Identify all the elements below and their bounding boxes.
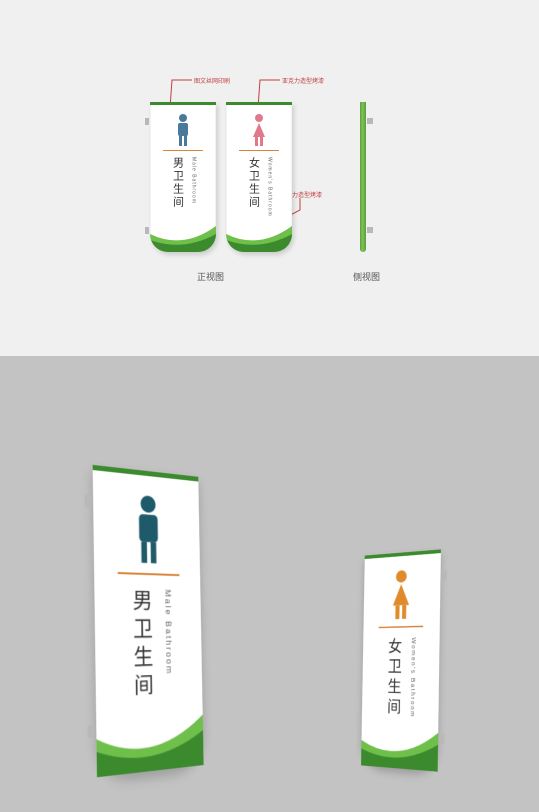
male-text-row: 男卫生间 Male Bathroom [150,157,216,209]
bracket [145,227,149,234]
sign-male-front: 男卫生间 Male Bathroom [150,102,216,252]
green-top-edge [365,549,441,559]
green-top-edge [93,465,199,482]
persp-male-wrap: 男卫生间 Male Bathroom [90,470,210,770]
leaf-arc [96,705,204,777]
green-top-edge [226,102,292,105]
persp-female-wrap: 女卫生间 Women's Bathroom [340,510,460,810]
female-icon [248,113,270,147]
divider [239,150,279,151]
bracket [367,118,373,124]
male-en: Male Bathroom [191,157,197,209]
female-text-row: 女卫生间 Women's Bathroom [362,637,440,720]
male-icon [173,113,193,147]
sign-female-front: 女卫生间 Women's Bathroom [226,102,292,252]
caption-side: 侧视图 [353,270,380,283]
male-text-row: 男卫生间 Male Bathroom [94,588,202,705]
divider [379,626,423,629]
bracket [145,118,149,125]
callout-1: 图文丝网印刷 [194,76,230,85]
bracket [88,725,95,738]
female-en: Women's Bathroom [267,157,273,217]
female-text-row: 女卫生间 Women's Bathroom [226,157,292,217]
bracket [367,227,373,233]
male-cn: 男卫生间 [170,157,186,209]
caption-front: 正视图 [197,270,224,283]
divider [118,572,180,576]
female-cn: 女卫生间 [383,638,404,719]
green-top-edge [150,102,216,105]
female-en: Women's Bathroom [409,637,417,719]
sign-side-profile [360,102,366,252]
male-icon [128,492,168,566]
male-en: Male Bathroom [163,589,173,700]
leaf-arc [361,722,438,772]
sign-female-perspective: 女卫生间 Women's Bathroom [361,549,441,771]
male-cn: 男卫生间 [126,589,156,703]
leaf-arc [150,220,216,252]
bracket [439,734,444,743]
top-panel: 图文丝网印刷 亚克力造型烤漆 亚克力造型烤漆 男卫生间 Male Bathroo… [0,0,539,356]
bracket [84,495,91,508]
bracket [442,571,447,580]
callout-2: 亚克力造型烤漆 [282,76,324,85]
female-cn: 女卫生间 [246,157,262,217]
female-icon [386,568,417,621]
sign-male-perspective: 男卫生间 Male Bathroom [93,465,204,777]
leaf-arc [226,220,292,252]
divider [163,150,203,151]
